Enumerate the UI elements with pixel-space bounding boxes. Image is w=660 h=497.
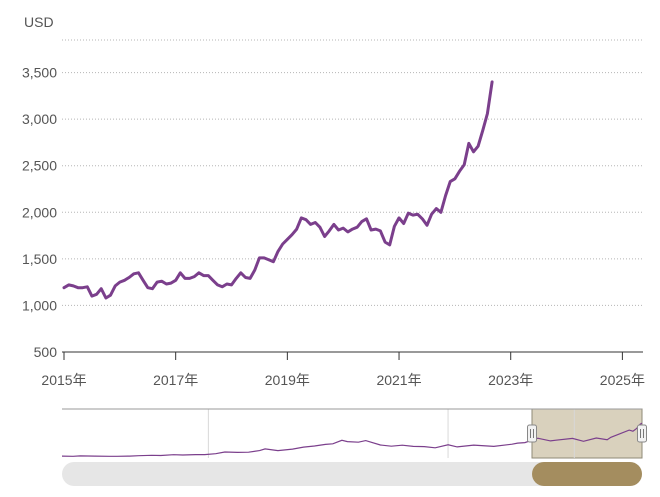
y-tick-label: 3,000 xyxy=(22,111,57,127)
gridlines xyxy=(62,39,642,306)
x-tick-label: 2025年 xyxy=(600,372,645,388)
y-tick-label: 1,500 xyxy=(22,251,57,267)
y-tick-label: 3,500 xyxy=(22,65,57,81)
x-tick-label: 2021年 xyxy=(376,372,421,388)
y-tick-label: 500 xyxy=(34,344,58,360)
navigator-line xyxy=(61,422,643,457)
y-tick-label: 2,000 xyxy=(22,204,57,220)
navigator-selected-window[interactable] xyxy=(531,408,643,459)
scrollbar-thumb[interactable] xyxy=(532,462,642,486)
navigator-right-handle[interactable] xyxy=(637,424,647,443)
navigator-left-handle[interactable] xyxy=(527,424,537,443)
price-series xyxy=(62,80,494,300)
handle-grip xyxy=(637,424,647,443)
x-tick-label: 2017年 xyxy=(153,372,198,388)
x-tick-label: 2019年 xyxy=(265,372,310,388)
x-tick-label: 2015年 xyxy=(41,372,86,388)
navigator-series xyxy=(61,422,643,457)
y-axis-unit-label: USD xyxy=(24,14,54,30)
x-axis: 2015年 2017年 2019年 2021年 2023年 2025年 xyxy=(41,351,645,388)
navigator-gridlines xyxy=(207,409,575,458)
range-navigator[interactable] xyxy=(61,408,647,459)
scrollbar-track[interactable] xyxy=(62,462,642,486)
series-line xyxy=(62,80,494,300)
handle-grip xyxy=(527,424,537,443)
y-tick-label: 2,500 xyxy=(22,158,57,174)
y-axis-ticks: 3,500 3,000 2,500 2,000 1,500 1,000 500 xyxy=(22,65,57,360)
y-tick-label: 1,000 xyxy=(22,297,57,313)
x-tick-label: 2023年 xyxy=(488,372,533,388)
